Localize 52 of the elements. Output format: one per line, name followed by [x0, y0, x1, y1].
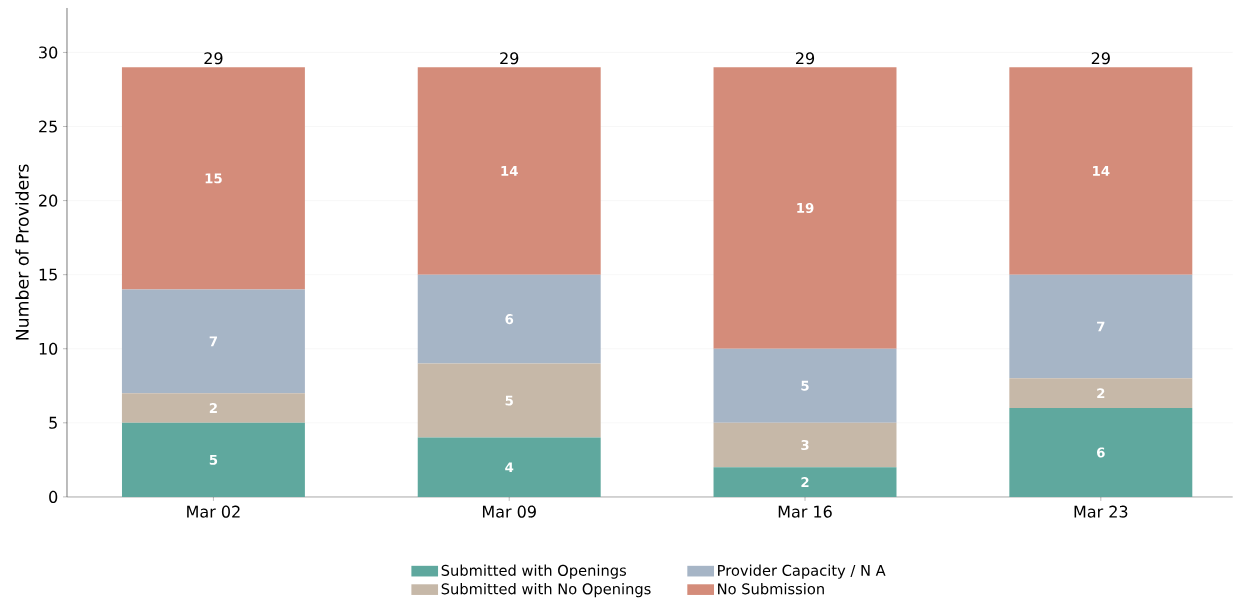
bar	[121, 422, 305, 497]
x-tick-label: Mar 02	[187, 505, 240, 518]
data-label: 3	[801, 440, 809, 451]
bar	[417, 437, 601, 497]
bar	[1009, 378, 1193, 409]
bar	[713, 467, 897, 497]
total-label: 29	[796, 52, 815, 65]
bar	[121, 393, 305, 423]
legend-label: Submitted with Openings	[441, 564, 627, 579]
bar	[713, 422, 897, 468]
bar	[121, 289, 305, 394]
bar	[417, 363, 601, 438]
bar	[121, 67, 305, 290]
y-tick-label: 30	[39, 46, 58, 59]
legend-label: Submitted with No Openings	[441, 583, 651, 598]
total-label: 29	[500, 52, 519, 65]
x-tick-label: Mar 16	[778, 505, 832, 518]
bar	[1009, 274, 1193, 379]
legend-label: No Submission	[718, 583, 824, 595]
bar	[417, 67, 601, 275]
total-label: 29	[204, 52, 223, 65]
bar	[1009, 408, 1193, 497]
data-label: 14	[1093, 166, 1110, 176]
bar	[1009, 67, 1193, 275]
y-tick-label: 10	[39, 342, 58, 355]
data-label: 5	[801, 380, 809, 391]
data-label: 2	[209, 403, 217, 414]
x-tick-label: Mar 09	[482, 505, 536, 518]
y-tick-label: 5	[49, 416, 57, 429]
total-label: 29	[1091, 52, 1110, 65]
bar	[417, 274, 601, 364]
data-label: 2	[1097, 388, 1105, 399]
data-label: 7	[209, 336, 217, 347]
data-label: 6	[505, 314, 514, 325]
y-axis-title: Number of Providers	[15, 164, 29, 340]
data-label: 14	[501, 166, 518, 176]
data-label: 6	[1097, 447, 1105, 458]
data-label: 4	[505, 462, 514, 473]
data-label: 2	[801, 477, 809, 488]
data-label: 19	[797, 203, 814, 214]
data-label: 5	[505, 395, 513, 406]
y-tick-label: 20	[39, 194, 58, 207]
data-label: 7	[1097, 321, 1105, 332]
y-tick-label: 0	[49, 490, 58, 503]
data-label: 15	[205, 173, 222, 184]
data-label: 5	[209, 454, 218, 465]
bar	[713, 348, 897, 423]
legend-label: Provider Capacity / N A	[718, 564, 886, 579]
bar	[713, 67, 897, 349]
x-tick-label: Mar 23	[1074, 505, 1128, 518]
y-tick-label: 25	[39, 120, 57, 133]
y-tick-label: 15	[39, 268, 57, 281]
